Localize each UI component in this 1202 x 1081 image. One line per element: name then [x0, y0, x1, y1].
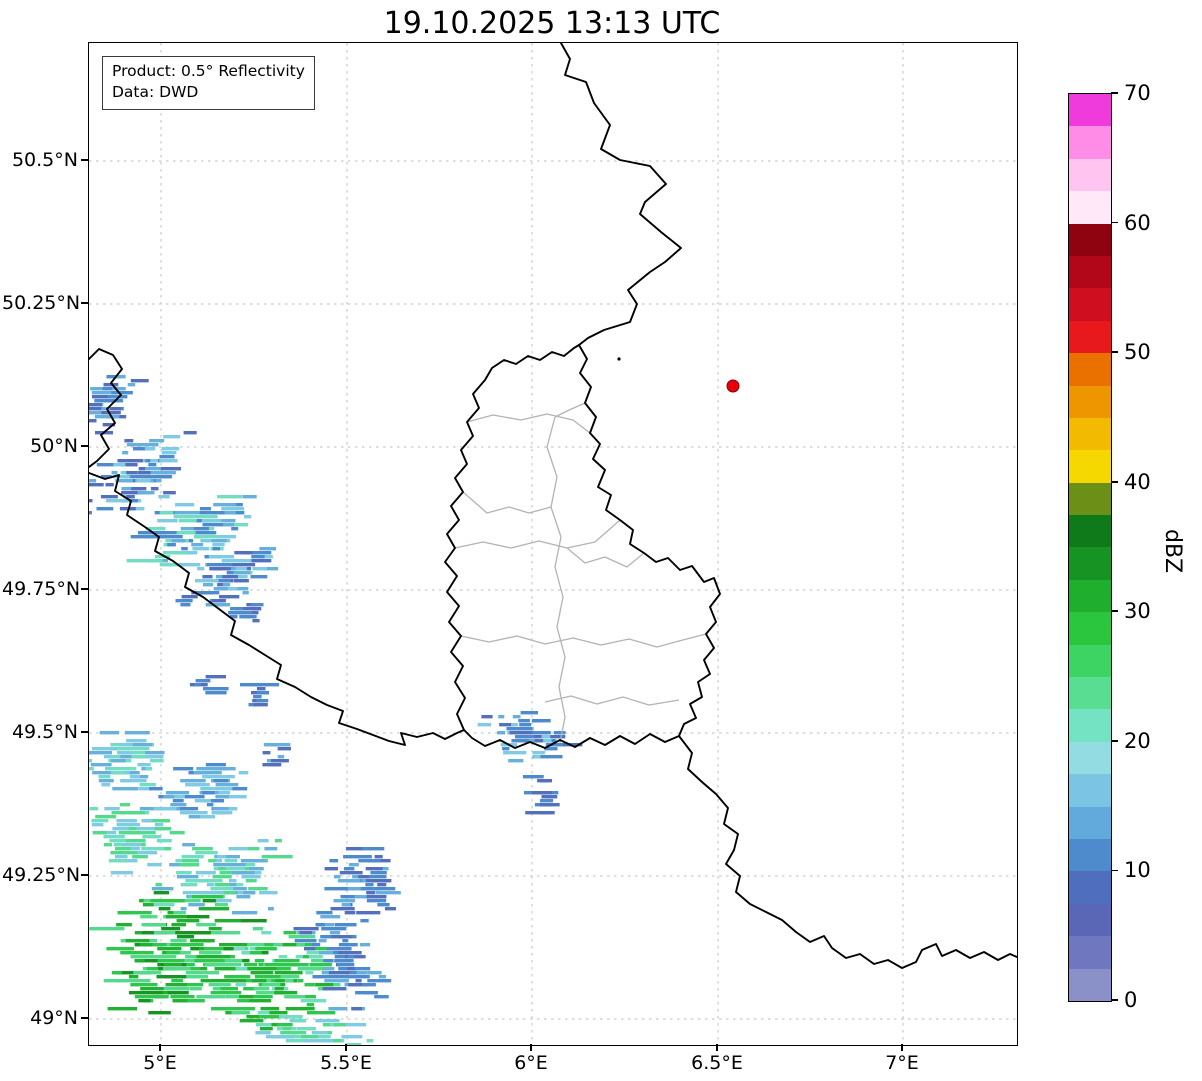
y-tick-mark [81, 1017, 88, 1019]
colorbar-band [1069, 223, 1111, 256]
y-tick-mark [81, 588, 88, 590]
border-belgium-germany [560, 43, 682, 346]
border-belgium-france [89, 472, 465, 746]
product-annotation: Product: 0.5° Reflectivity Data: DWD [102, 56, 315, 110]
colorbar-tick-label: 50 [1124, 340, 1151, 365]
small-map-dot [617, 357, 621, 361]
annotation-source-line: Data: DWD [112, 82, 199, 101]
colorbar-band [1069, 288, 1111, 321]
colorbar-band [1069, 968, 1111, 1001]
district-border-line [566, 547, 645, 568]
colorbar-band [1069, 579, 1111, 613]
colorbar-band [1069, 126, 1111, 159]
x-tick-mark [159, 1044, 161, 1051]
colorbar-tick-mark [1111, 610, 1118, 613]
map-canvas [89, 43, 1017, 1045]
colorbar-band [1069, 158, 1111, 192]
colorbar-band [1069, 353, 1111, 386]
colorbar-tick-mark [1111, 221, 1118, 224]
y-tick-mark [81, 874, 88, 876]
y-tick-label: 49°N [30, 1007, 78, 1029]
figure-title: 19.10.2025 13:13 UTC [383, 6, 721, 41]
y-tick-label: 49.75°N [2, 578, 81, 600]
border-france-germany [678, 735, 1017, 969]
colorbar-band [1069, 450, 1111, 483]
colorbar-band [1069, 644, 1111, 678]
y-tick-label: 50.5°N [11, 149, 78, 171]
colorbar-band [1069, 806, 1111, 839]
colorbar-tick-mark [1111, 92, 1118, 94]
y-tick-mark [81, 445, 88, 447]
district-border-line [462, 491, 552, 514]
colorbar-band [1069, 482, 1111, 516]
colorbar-band [1069, 936, 1111, 969]
colorbar-band [1069, 774, 1111, 807]
x-tick-label: 6.5°E [691, 1052, 743, 1074]
colorbar-tick-label: 10 [1124, 858, 1151, 883]
country-borders [89, 43, 1017, 969]
colorbar-band [1069, 741, 1111, 775]
border-luxembourg [444, 344, 721, 749]
colorbar-band [1069, 838, 1111, 872]
x-tick-label: 5°E [143, 1052, 177, 1074]
colorbar-tick-mark [1111, 999, 1118, 1001]
colorbar-band [1069, 191, 1111, 224]
colorbar-band [1069, 94, 1111, 127]
colorbar-band [1069, 903, 1111, 937]
colorbar-tick-label: 70 [1124, 81, 1151, 105]
colorbar-band [1069, 547, 1111, 580]
colorbar-tick-label: 20 [1124, 728, 1151, 753]
x-tick-label: 5.5°E [320, 1052, 372, 1074]
y-tick-label: 50.25°N [2, 292, 81, 314]
y-tick-label: 49.25°N [2, 864, 81, 886]
district-borders [454, 402, 707, 744]
colorbar-band [1069, 417, 1111, 451]
colorbar-tick-label: 40 [1124, 469, 1151, 494]
map-plot: Product: 0.5° Reflectivity Data: DWD [88, 42, 1018, 1046]
colorbar-tick-mark [1111, 351, 1118, 353]
colorbar-band [1069, 385, 1111, 418]
colorbar-tick-label: 60 [1124, 210, 1151, 235]
district-border-line [460, 633, 707, 648]
colorbar-band [1069, 320, 1111, 354]
colorbar [1068, 93, 1112, 1002]
district-border-line [454, 519, 621, 549]
y-tick-mark [81, 731, 88, 733]
district-border-line [554, 402, 586, 418]
colorbar-band [1069, 255, 1111, 289]
colorbar-label: dBZ [1160, 528, 1185, 574]
radar-echoes [89, 375, 583, 1045]
colorbar-tick-mark [1111, 869, 1118, 872]
annotation-product-line: Product: 0.5° Reflectivity [112, 62, 305, 80]
colorbar-tick-label: 0 [1124, 988, 1138, 1012]
y-tick-label: 50°N [30, 435, 78, 457]
y-tick-label: 49.5°N [11, 721, 78, 743]
colorbar-band [1069, 709, 1111, 742]
x-tick-label: 7°E [885, 1052, 919, 1074]
colorbar-band [1069, 871, 1111, 904]
colorbar-band [1069, 612, 1111, 645]
colorbar-tick-label: 30 [1124, 599, 1151, 624]
x-tick-mark [530, 1044, 532, 1051]
district-border-line [544, 695, 680, 706]
x-tick-label: 6°E [514, 1052, 548, 1074]
district-border-line [466, 413, 591, 434]
district-border-line [546, 416, 566, 744]
border-belgium-france-finger [89, 348, 123, 468]
x-tick-mark [716, 1044, 718, 1051]
radar-station-dot [726, 379, 740, 393]
y-tick-mark [81, 302, 88, 304]
x-tick-mark [901, 1044, 903, 1051]
colorbar-band [1069, 677, 1111, 710]
x-tick-mark [345, 1044, 347, 1051]
colorbar-tick-mark [1111, 740, 1118, 742]
colorbar-tick-mark [1111, 480, 1118, 483]
y-tick-mark [81, 159, 88, 161]
colorbar-band [1069, 515, 1111, 548]
